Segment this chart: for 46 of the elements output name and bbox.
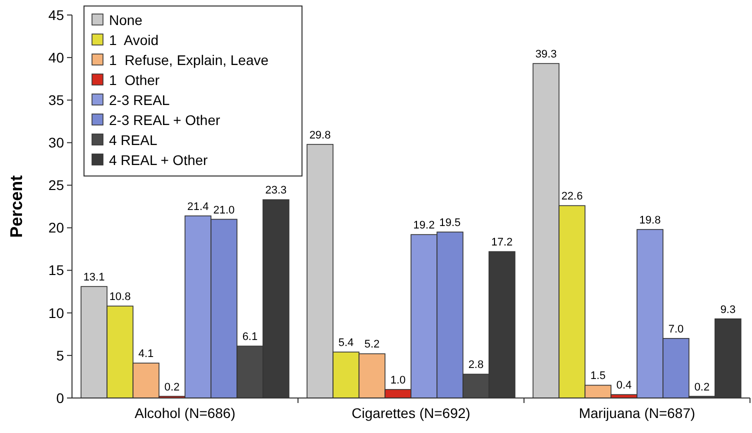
y-tick-label: 15 <box>48 262 64 278</box>
data-label: 19.2 <box>413 220 435 232</box>
legend-label: 1 Other <box>109 72 160 88</box>
data-label: 5.4 <box>338 337 354 350</box>
y-tick-label: 40 <box>48 49 64 66</box>
legend-label: 2-3 REAL + Other <box>109 112 220 128</box>
data-label: 39.3 <box>535 48 557 61</box>
data-label: 1.5 <box>590 370 606 382</box>
data-label: 19.8 <box>639 214 661 226</box>
data-label: 29.8 <box>309 129 331 142</box>
legend-label: 4 REAL <box>109 132 158 148</box>
data-label: 4.1 <box>138 348 154 360</box>
x-tick-label: Alcohol (N=686) <box>134 405 236 421</box>
y-tick-label: 0 <box>56 390 64 406</box>
data-label: 17.2 <box>491 236 513 249</box>
data-label: 13.1 <box>83 272 105 284</box>
data-label: 1.0 <box>390 374 406 386</box>
legend-label: 4 REAL + Other <box>109 152 208 168</box>
x-tick-label: Marijuana (N=687) <box>578 405 696 421</box>
x-tick-label: Cigarettes (N=692) <box>352 405 470 421</box>
data-label: 21.4 <box>187 200 209 213</box>
y-tick-label: 25 <box>48 177 64 194</box>
legend-label: None <box>109 12 143 28</box>
y-tick-label: 45 <box>48 6 64 23</box>
y-tick-label: 30 <box>48 134 64 151</box>
legend-label: 1 Refuse, Explain, Leave <box>109 52 269 68</box>
data-label: 0.4 <box>616 380 632 392</box>
data-label: 10.8 <box>109 291 131 304</box>
data-label: 22.6 <box>561 190 583 203</box>
legend-label: 1 Avoid <box>109 32 159 48</box>
legend-label: 2-3 REAL <box>109 92 170 108</box>
data-label: 7.0 <box>668 323 684 336</box>
y-axis-title: Percent <box>7 174 26 238</box>
y-tick-label: 5 <box>56 347 64 364</box>
data-label: 9.3 <box>720 304 736 316</box>
data-label: 2.8 <box>468 359 484 372</box>
data-label: 6.1 <box>242 331 258 344</box>
data-label: 21.0 <box>213 204 235 216</box>
y-tick-label: 20 <box>48 220 64 236</box>
data-label: 19.5 <box>439 217 461 230</box>
data-label: 23.3 <box>265 184 287 197</box>
y-tick-label: 35 <box>48 92 64 108</box>
data-label: 0.2 <box>164 381 180 394</box>
y-tick-label: 10 <box>48 304 64 321</box>
data-label: 0.2 <box>694 381 710 394</box>
data-label: 5.2 <box>364 338 380 351</box>
